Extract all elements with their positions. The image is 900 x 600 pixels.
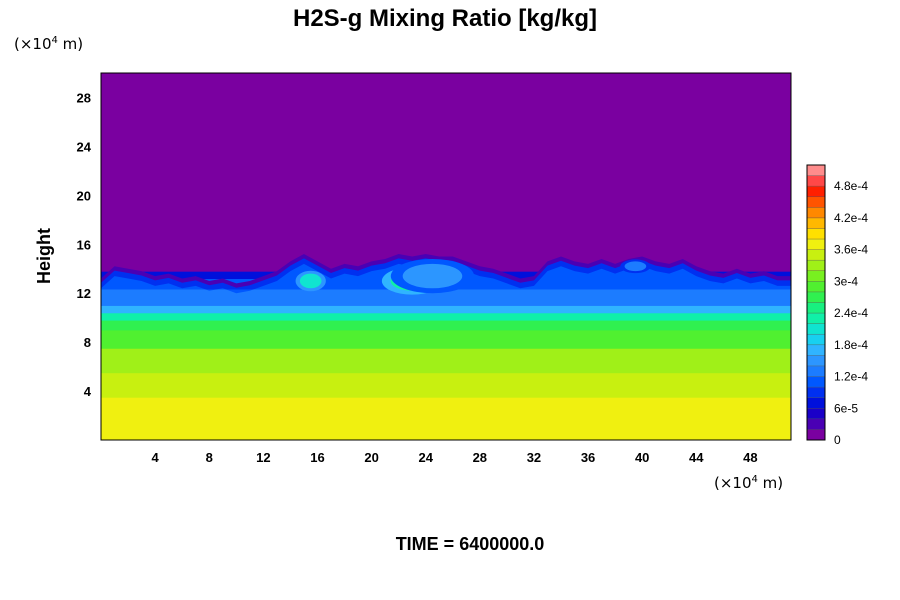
y-tick-label: 20 — [77, 188, 91, 203]
field-layer — [101, 329, 791, 349]
y-tick-label: 28 — [77, 90, 91, 105]
x-tick-label: 28 — [473, 450, 487, 465]
colorbar-swatch — [807, 408, 825, 420]
colorbar-swatch — [807, 281, 825, 293]
colorbar-swatch — [807, 397, 825, 409]
x-axis-unit: (×104 m) — [714, 474, 783, 492]
colorbar-swatch — [807, 313, 825, 324]
y-tick-label: 24 — [77, 139, 92, 154]
colorbar-tick-label: 3e-4 — [834, 274, 858, 288]
x-tick-label: 44 — [689, 450, 704, 465]
x-tick-label: 20 — [364, 450, 378, 465]
colorbar-swatch — [807, 387, 825, 398]
colorbar-tick-label: 2.4e-4 — [834, 306, 868, 320]
y-tick-label: 4 — [84, 384, 92, 399]
mixing-ratio-field — [101, 73, 791, 440]
field-layer — [101, 397, 791, 440]
colorbar-swatch — [807, 291, 825, 303]
colorbar-swatch — [807, 334, 825, 346]
colorbar-swatch — [807, 418, 825, 430]
colorbar-tick-label: 0 — [834, 433, 841, 447]
colorbar-swatch — [807, 270, 825, 282]
colorbar-swatch — [807, 302, 825, 314]
plume-core — [624, 261, 647, 272]
x-tick-label: 40 — [635, 450, 649, 465]
colorbar-swatch — [807, 186, 825, 198]
x-tick-label: 4 — [152, 450, 160, 465]
x-tick-label: 48 — [743, 450, 757, 465]
colorbar-tick-label: 4.8e-4 — [834, 179, 868, 193]
x-tick-label: 32 — [527, 450, 541, 465]
y-tick-label: 16 — [77, 237, 91, 252]
colorbar-labels: 0 6e-5 1.2e-4 1.8e-4 2.4e-4 3e-4 3.6e-4 4.2e-4 4… — [834, 179, 868, 447]
colorbar-tick-label: 3.6e-4 — [834, 243, 868, 257]
field-layer — [101, 312, 791, 321]
plot-frame — [100, 72, 792, 441]
x-tick-label: 16 — [310, 450, 324, 465]
x-tick-label: 12 — [256, 450, 270, 465]
colorbar-swatch — [807, 429, 825, 441]
x-tick-label: 36 — [581, 450, 595, 465]
plume-core — [402, 263, 463, 289]
plot-area — [100, 72, 792, 441]
field-layer — [101, 372, 791, 398]
x-tick-label: 24 — [418, 450, 433, 465]
chart-title: H2S-g Mixing Ratio [kg/kg] — [293, 5, 597, 32]
colorbar-swatch — [807, 365, 825, 377]
colorbar-swatch — [807, 207, 825, 219]
y-axis-label: Height — [34, 228, 54, 284]
colorbar-swatch — [807, 175, 825, 187]
colorbar-swatch — [807, 196, 825, 208]
y-tick-label: 12 — [77, 286, 91, 301]
colorbar-swatch — [807, 344, 825, 356]
colorbar-swatch — [807, 228, 825, 240]
colorbar — [806, 164, 826, 441]
plume-core — [299, 273, 322, 289]
colorbar-swatch — [807, 323, 825, 335]
colorbar-tick-label: 1.8e-4 — [834, 338, 868, 352]
colorbar-swatch — [807, 376, 825, 388]
colorbar-frame — [806, 164, 826, 441]
field-layer — [101, 73, 791, 272]
y-axis-ticks: 4 8 12 16 20 24 28 — [77, 90, 92, 399]
colorbar-tick-label: 4.2e-4 — [834, 211, 868, 225]
colorbar-tick-label: 6e-5 — [834, 401, 858, 415]
colorbar-swatch — [807, 239, 825, 250]
field-layer — [101, 287, 791, 306]
y-axis-unit: (×104 m) — [14, 35, 83, 53]
time-label: TIME = 6400000.0 — [396, 534, 545, 554]
colorbar-swatch — [807, 165, 825, 176]
x-axis-ticks: 4 8 12 16 20 24 28 32 36 40 44 48 — [152, 450, 758, 465]
field-layer — [101, 348, 791, 374]
field-layer — [101, 305, 791, 314]
y-tick-label: 8 — [84, 335, 91, 350]
colorbar-swatch — [807, 260, 825, 272]
colorbar-tick-label: 1.2e-4 — [834, 370, 868, 384]
colorbar-swatch — [807, 217, 825, 229]
x-tick-label: 8 — [206, 450, 213, 465]
colorbar-swatch — [807, 249, 825, 261]
colorbar-swatch — [807, 355, 825, 367]
field-layer — [101, 320, 791, 331]
